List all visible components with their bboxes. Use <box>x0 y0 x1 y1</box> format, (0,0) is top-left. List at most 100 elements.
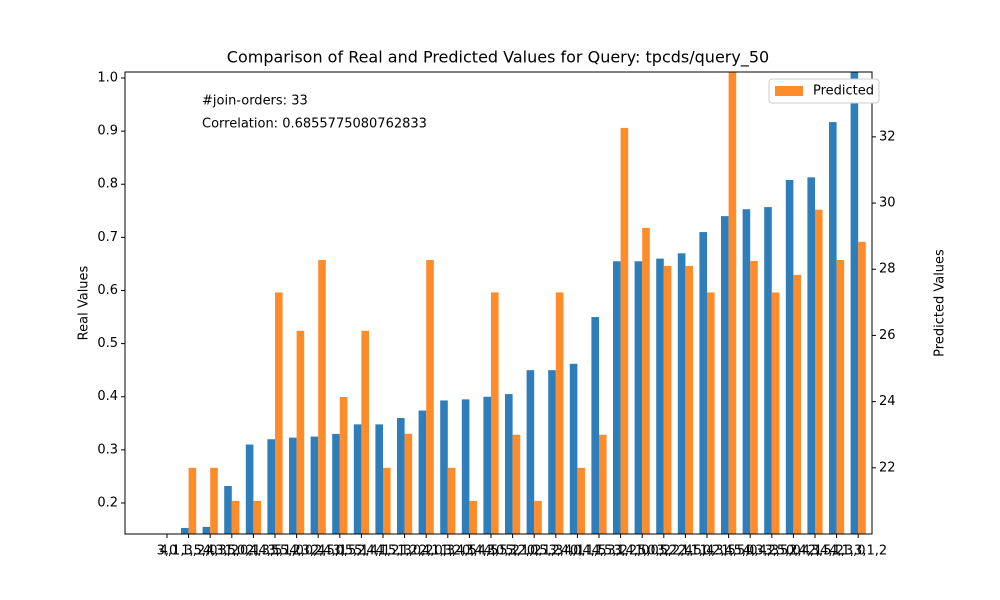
plot-area <box>181 72 866 534</box>
bar <box>404 433 413 534</box>
bar <box>318 259 326 534</box>
y2-tick-label: 26 <box>879 328 896 343</box>
bar <box>289 437 297 534</box>
x-tick-label: 4,0,3,1,2 <box>484 544 542 559</box>
x-tick-label: 3,5,2,4,1 <box>764 544 822 559</box>
bar <box>742 209 751 534</box>
x-tick-label: 1,5,0,4,3 <box>721 544 779 559</box>
x-tick-label: 3,4,5,0,2 <box>613 544 671 559</box>
bar <box>807 177 815 534</box>
x-tick-label: 2,1,3,4,5 <box>419 544 477 559</box>
bar <box>642 227 650 534</box>
bar <box>656 258 664 534</box>
bar <box>353 424 362 534</box>
bar <box>836 259 845 534</box>
bar <box>577 467 585 534</box>
x-tick-label: 2,1,0,3,5 <box>678 544 736 559</box>
bar <box>634 261 643 534</box>
bar <box>728 72 737 534</box>
bar <box>332 433 340 534</box>
y-tick-label: 0.2 <box>97 495 118 510</box>
y-axis-label: Real Values <box>77 265 92 340</box>
legend-label: Predicted <box>813 84 874 99</box>
x-tick-label: 0,4,3,5,2 <box>462 544 520 559</box>
x-tick-label: 2,4,1,3,0 <box>808 544 866 559</box>
bar <box>699 232 707 534</box>
x-tick-label: 1,0,4,3,5 <box>224 544 282 559</box>
x-tick-label: 4,5,1,2,0 <box>592 544 650 559</box>
bar <box>815 209 823 534</box>
x-tick-label: 1,2,4,5,0 <box>700 544 758 559</box>
bar <box>461 399 470 534</box>
bar <box>202 526 211 534</box>
y-tick-label: 0.8 <box>97 177 118 192</box>
y-tick-label: 0.4 <box>97 389 118 404</box>
bar <box>188 467 197 534</box>
bar <box>310 436 319 534</box>
x-tick-label: 1,2,4,0,3 <box>397 544 455 559</box>
y2-tick-label: 22 <box>879 460 896 475</box>
x-tick-label: 5,2,0,1,3 <box>505 544 563 559</box>
y2-axis-label: Predicted Values <box>933 249 948 357</box>
x-tick-label: 3,5,2,4,1 <box>332 544 390 559</box>
bar <box>526 370 535 534</box>
x-tick-label: 5,4,1,2,3 <box>354 544 412 559</box>
x-tick-label: 0,4,1,3,2 <box>570 544 628 559</box>
y-tick-label: 0.6 <box>97 283 118 298</box>
bar <box>555 292 564 534</box>
bar <box>469 500 477 534</box>
bar <box>707 292 715 534</box>
bar <box>447 467 456 534</box>
bar <box>512 434 521 534</box>
y2-tick-label: 32 <box>879 129 896 144</box>
x-tick-label: 0,5,2,4,1 <box>527 544 585 559</box>
bar <box>210 467 218 534</box>
bar <box>267 439 275 534</box>
chart-title: Comparison of Real and Predicted Values … <box>227 48 769 68</box>
bar <box>440 400 448 534</box>
y-tick-label: 0.5 <box>97 336 118 351</box>
x-tick-label: 3,4,0,1,5 <box>548 544 606 559</box>
x-tick-label: 2,4,0,5,1 <box>311 544 369 559</box>
x-tick-label: 1,0,5,2,4 <box>635 544 693 559</box>
x-tick-label: 4,1,3,1,2 <box>829 544 887 559</box>
y2-tick-label: 24 <box>879 394 896 409</box>
bar <box>275 292 283 534</box>
bar <box>750 260 758 534</box>
bar <box>418 410 427 534</box>
y-tick-label: 0.3 <box>97 442 118 457</box>
legend-swatch <box>775 86 803 96</box>
bar <box>361 330 369 534</box>
bar <box>224 485 232 534</box>
bar <box>620 127 629 534</box>
bar <box>599 434 607 534</box>
x-tick-label: 3,5,2,0,4 <box>268 544 326 559</box>
bar <box>339 396 348 534</box>
bar <box>613 261 621 534</box>
bar <box>491 292 499 534</box>
bar <box>505 394 513 534</box>
x-tick-label: 1,2,3,4,5 <box>440 544 498 559</box>
x-tick-label: 0,4,3,5,2 <box>786 544 844 559</box>
y2-tick-label: 30 <box>879 196 896 211</box>
bar <box>253 500 261 534</box>
y2-tick-label: 28 <box>879 262 896 277</box>
x-tick-label: 3,2,1,5,4 <box>656 544 714 559</box>
bar <box>426 259 434 534</box>
bar <box>677 253 686 534</box>
x-tick-label: 2,4,5,1,0 <box>246 544 304 559</box>
bar <box>721 216 729 534</box>
bar <box>181 527 189 534</box>
bar <box>858 241 866 534</box>
annotation: #join-orders: 33 <box>202 94 308 109</box>
bar <box>793 274 801 534</box>
bar <box>245 444 254 534</box>
bar <box>685 265 693 534</box>
bar <box>534 500 542 534</box>
y-tick-label: 1.0 <box>97 71 118 86</box>
bar <box>483 396 491 534</box>
bar <box>231 500 240 534</box>
plot-frame <box>124 71 873 535</box>
x-tick-label: 4,3,2,5,0 <box>743 544 801 559</box>
